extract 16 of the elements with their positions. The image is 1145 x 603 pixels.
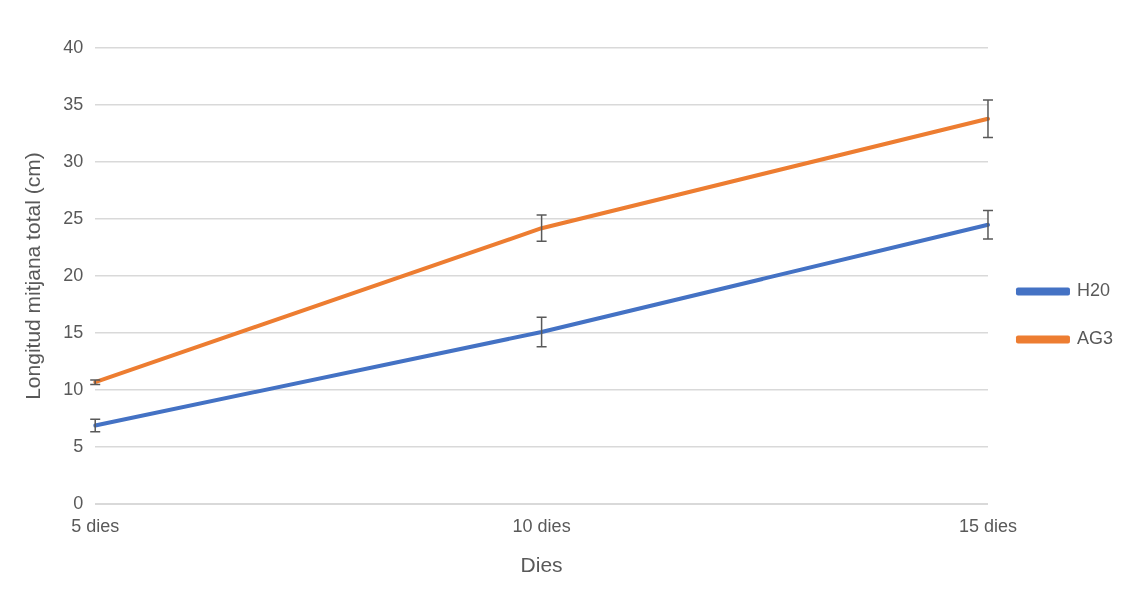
y-tick-label: 10 — [63, 379, 84, 400]
y-tick-label: 35 — [63, 93, 84, 114]
y-tick-label: 40 — [63, 36, 84, 57]
y-tick-label: 25 — [63, 208, 84, 229]
x-tick-label: 15 dies — [958, 515, 1018, 536]
y-tick-label: 5 — [73, 436, 84, 457]
x-tick-label: 10 dies — [512, 515, 571, 536]
x-tick-label: 5 dies — [71, 515, 120, 536]
y-axis-title: Longitud mitjana total (cm) — [21, 152, 45, 400]
legend-label: AG3 — [1076, 328, 1114, 349]
y-tick-label: 30 — [63, 151, 84, 172]
y-tick-label: 20 — [63, 265, 84, 286]
legend-label: H20 — [1076, 280, 1111, 301]
x-axis-title: Dies — [520, 553, 563, 577]
y-tick-label: 15 — [63, 322, 84, 343]
y-tick-label: 0 — [73, 493, 84, 514]
